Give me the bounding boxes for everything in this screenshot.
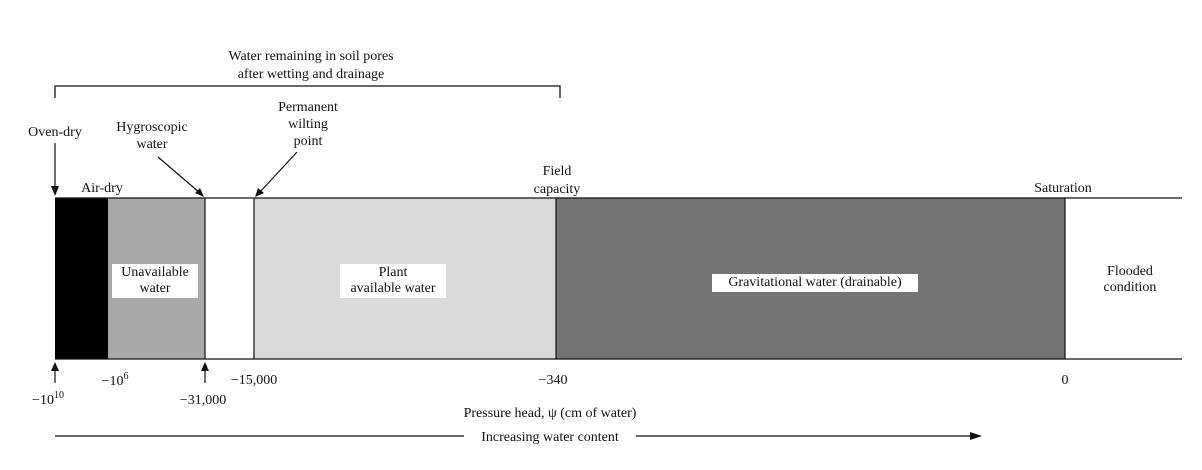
- tick-label-1e6: −106: [102, 371, 129, 389]
- tick-label-0: 0: [1062, 373, 1069, 388]
- tick-label-1e10: −1010: [32, 390, 64, 408]
- plant-available-water-label: Plant available water: [340, 264, 446, 298]
- oven-dry-arrow: [51, 186, 59, 196]
- flooded-condition-label: Flooded condition: [1103, 264, 1157, 295]
- saturation-label: Saturation: [1034, 181, 1092, 196]
- hygroscopic-arrow: [195, 188, 204, 197]
- axis-title: Pressure head, ψ (cm of water): [464, 406, 637, 421]
- air-dry-label: Air-dry: [81, 181, 123, 196]
- pwp-label-line2: wilting: [288, 117, 328, 132]
- field-capacity-label-line2: capacity: [534, 182, 581, 197]
- oven-dry-band: [55, 198, 108, 359]
- top-bracket: [54, 85, 561, 98]
- pwp-label-line3: point: [294, 134, 323, 149]
- bracket-label-line1: Water remaining in soil pores: [228, 49, 393, 64]
- pwp-arrow: [255, 188, 264, 197]
- tick-arrow-1e10: [51, 362, 59, 371]
- oven-dry-label: Oven-dry: [28, 125, 82, 140]
- gravitational-water-label: Gravitational water (drainable): [712, 274, 918, 292]
- hygroscopic-label-line2: water: [136, 137, 167, 152]
- direction-label: Increasing water content: [481, 430, 619, 445]
- tick-label-15000: −15,000: [231, 373, 277, 388]
- tick-label-340: −340: [539, 373, 568, 388]
- field-capacity-label-line1: Field: [543, 164, 572, 179]
- gap-band: [205, 198, 254, 359]
- pwp-label-line1: Permanent: [278, 100, 338, 115]
- unavailable-water-label: Unavailable water: [112, 264, 198, 298]
- bracket-label-line2: after wetting and drainage: [238, 67, 385, 82]
- tick-label-31000: −31,000: [180, 393, 226, 408]
- hygroscopic-label-line1: Hygroscopic: [116, 120, 188, 135]
- tick-arrow-31000: [201, 362, 209, 371]
- direction-arrowhead: [970, 432, 982, 440]
